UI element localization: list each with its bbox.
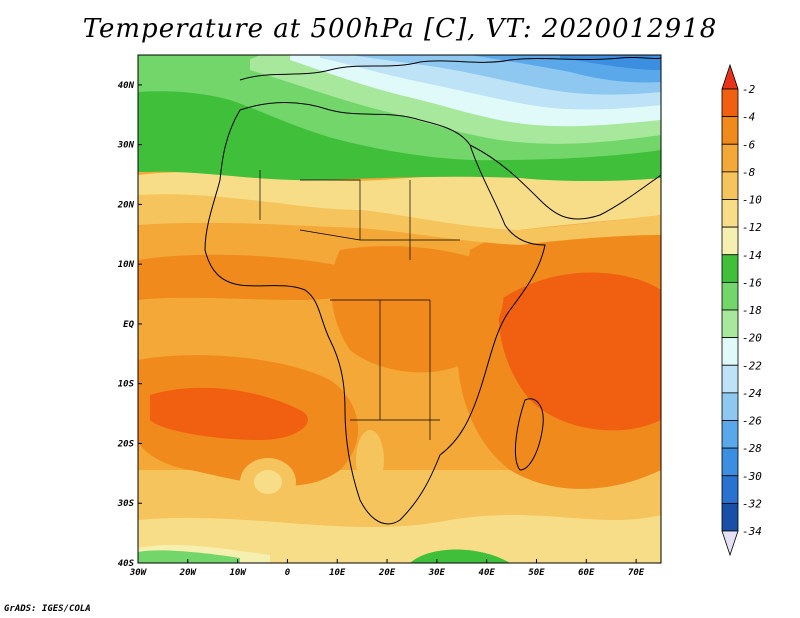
colorbar-bottom-triangle [721,530,739,557]
colorbar-label: -34 [742,525,762,538]
y-tick-label: 30N [117,141,135,151]
colorbar-swatch [721,337,739,366]
temperature-field [138,55,661,563]
europe-coastline [239,56,661,81]
colorbar-swatch [721,88,739,118]
y-tick-label: 20S [117,439,135,449]
colorbar: -2 -4 -6 -8 -10 -12 -14 -16 -18 -20 -22 -24 -26 -28 -3… [721,63,762,557]
colorbar-top-triangle [721,63,739,90]
colorbar-swatch [721,143,739,173]
x-tick-label: 10E [329,568,346,578]
colorbar-swatch [721,226,739,256]
field-south-green-2 [410,549,510,563]
colorbar-swatch [721,392,739,421]
x-tick-label: 60E [578,568,595,578]
colorbar-swatch [721,254,739,283]
colorbar-label: -4 [742,111,755,124]
x-tick-label: 0 [285,568,291,578]
colorbar-swatch [721,199,739,228]
colorbar-swatch [721,447,739,477]
x-tick-label: 20E [378,568,396,578]
colorbar-swatch [721,502,739,532]
chart-title: Temperature at 500hPa [C], VT: 202001291… [82,14,718,44]
y-axis: 40N 30N 20N 10N EQ 10S 20S 30S 40S [117,81,142,569]
colorbar-swatch [721,116,739,145]
y-tick-label: 40N [118,81,135,91]
colorbar-swatch [721,281,739,311]
y-tick-label: 40S [118,559,135,569]
x-tick-label: 40E [479,568,496,578]
colorbar-label: -8 [742,166,756,179]
y-tick-label: 10S [118,380,135,390]
colorbar-label: -10 [742,194,762,207]
colorbar-label: -32 [742,497,762,510]
colorbar-label: -30 [742,470,762,483]
colorbar-label: -28 [742,442,762,455]
x-tick-label: 20W [179,568,198,578]
colorbar-label: -2 [742,83,756,96]
colorbar-label: -6 [742,138,756,151]
field-yellow-band [138,170,661,230]
colorbar-label: -18 [742,304,762,317]
colorbar-label: -26 [742,415,762,428]
colorbar-label: -14 [742,249,762,262]
colorbar-swatch [721,309,739,339]
coastline [204,56,661,525]
colorbar-swatch [721,475,739,504]
colorbar-label: -12 [742,221,762,234]
africa-coastline [204,102,546,525]
y-tick-label: 30S [117,499,135,509]
y-tick-label: 10N [118,260,135,270]
x-tick-label: 10W [229,568,247,578]
colorbar-swatch [721,364,739,394]
field-south-green [138,550,240,563]
plot-frame [137,54,662,564]
x-tick-label: 70E [628,568,645,578]
y-tick-label: EQ [123,320,134,330]
colorbar-label: -20 [742,332,762,345]
field-south-pale [138,515,661,563]
credit-text: GrADS: IGES/COLA [4,604,91,614]
colorbar-swatch [721,420,739,449]
x-tick-label: 30E [428,568,446,578]
y-tick-label: 20N [117,200,135,210]
colorbar-label: -16 [742,276,762,289]
arabia-coastline [469,144,661,220]
x-axis: 30W 20W 10W 0 10E 20E 30E 40E 50E 60E 70E [129,559,645,578]
colorbar-label: -22 [742,359,762,372]
border-lines [259,170,460,440]
x-tick-label: 30W [129,568,148,578]
colorbar-swatch [721,171,739,200]
x-tick-label: 50E [528,568,545,578]
colorbar-label: -24 [742,387,762,400]
field-warm-west [138,254,368,300]
madagascar-coastline [515,398,544,471]
